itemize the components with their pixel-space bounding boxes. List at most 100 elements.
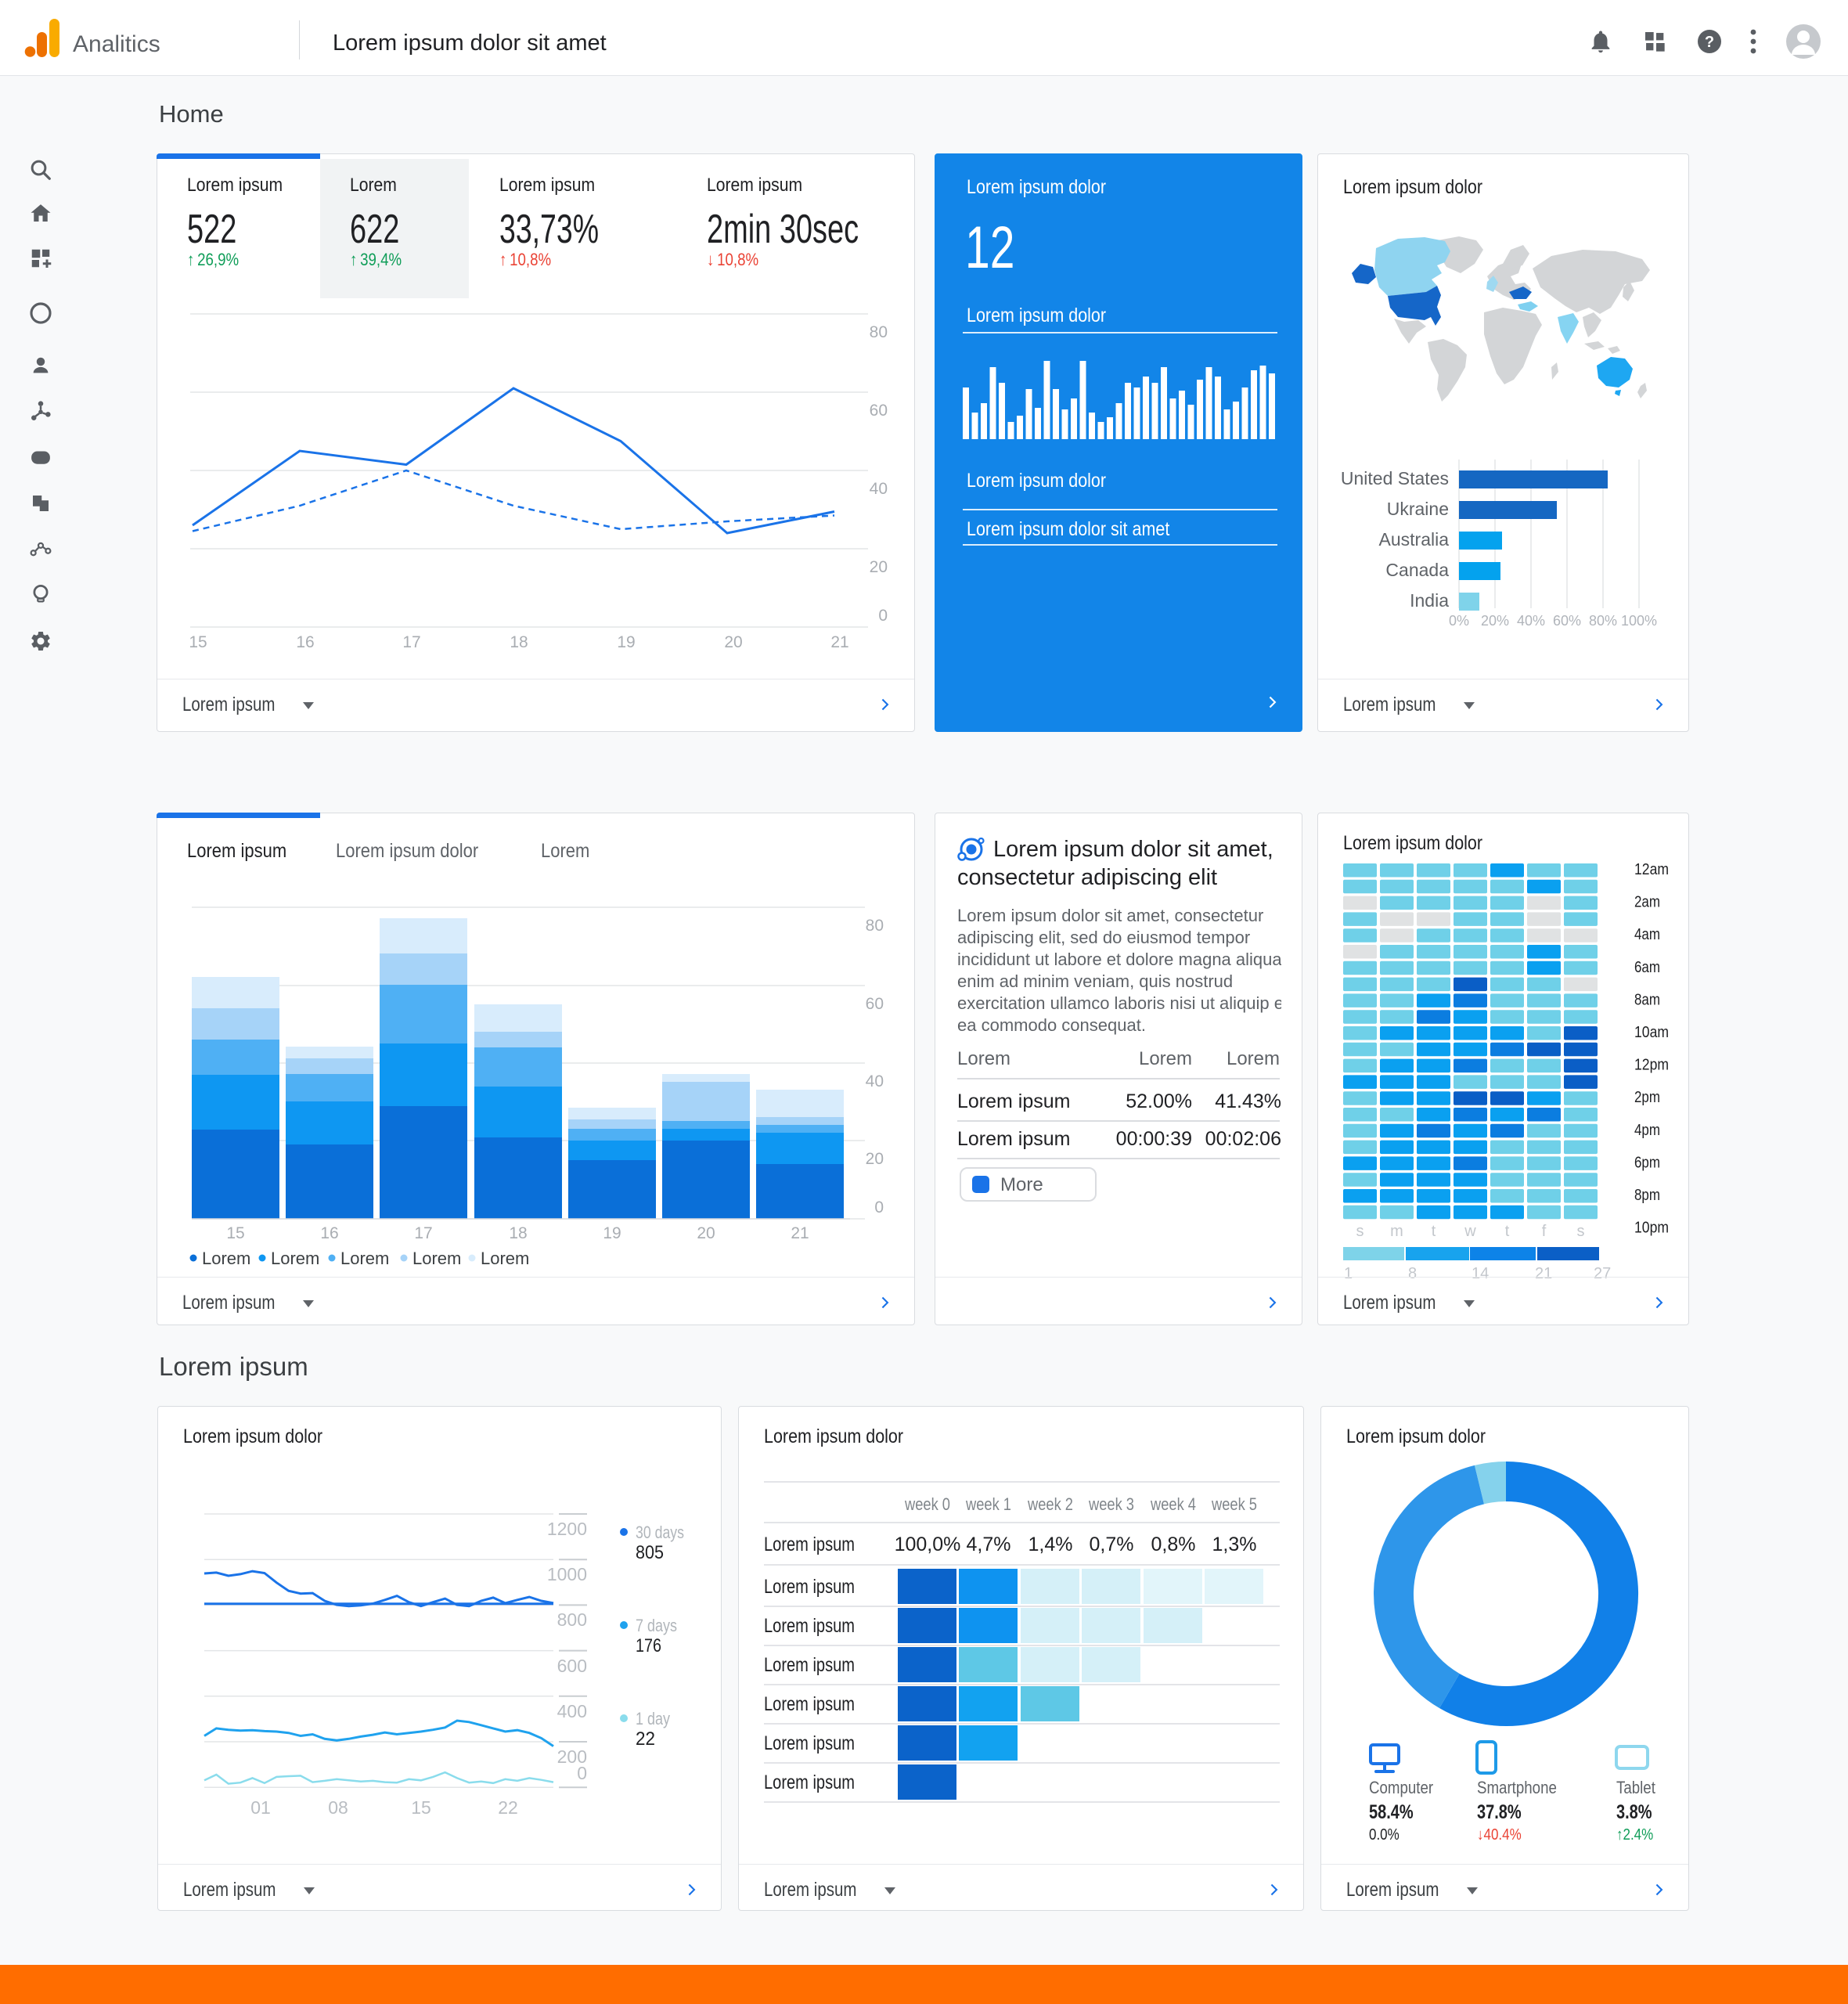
svg-text:4pm: 4pm <box>1634 1122 1660 1139</box>
svg-text:12pm: 12pm <box>1634 1057 1669 1074</box>
svg-text:0,7%: 0,7% <box>1090 1534 1134 1555</box>
svg-text:week 3: week 3 <box>1088 1494 1134 1514</box>
svg-text:12am: 12am <box>1634 861 1669 878</box>
svg-text:8pm: 8pm <box>1634 1187 1660 1204</box>
svg-text:Lorem ipsum: Lorem ipsum <box>764 1732 855 1754</box>
svg-text:15: 15 <box>411 1797 431 1818</box>
svg-text:Lorem ipsum: Lorem ipsum <box>764 1576 855 1598</box>
svg-text:Lorem ipsum: Lorem ipsum <box>764 1534 855 1555</box>
svg-text:Lorem: Lorem <box>412 1249 461 1268</box>
svg-text:400: 400 <box>557 1701 587 1721</box>
svg-text:18: 18 <box>510 633 528 651</box>
svg-text:21: 21 <box>791 1224 809 1242</box>
svg-text:20: 20 <box>866 1150 884 1168</box>
svg-text:Lorem: Lorem <box>271 1249 319 1268</box>
svg-text:21: 21 <box>1535 1265 1552 1282</box>
svg-text:22: 22 <box>636 1728 655 1750</box>
svg-text:0: 0 <box>878 607 888 625</box>
svg-text:7 days: 7 days <box>636 1616 677 1635</box>
svg-text:India: India <box>1410 590 1449 611</box>
svg-text:s: s <box>1577 1223 1585 1240</box>
svg-text:2pm: 2pm <box>1634 1089 1660 1106</box>
svg-text:6pm: 6pm <box>1634 1154 1660 1171</box>
svg-text:week 5: week 5 <box>1211 1494 1257 1514</box>
svg-text:19: 19 <box>603 1224 621 1242</box>
svg-text:16: 16 <box>296 633 314 651</box>
svg-text:17: 17 <box>414 1224 432 1242</box>
svg-text:22: 22 <box>498 1797 518 1818</box>
svg-text:01: 01 <box>250 1797 271 1818</box>
svg-text:805: 805 <box>636 1542 664 1563</box>
svg-text:17: 17 <box>402 633 420 651</box>
svg-text:60: 60 <box>866 995 884 1013</box>
svg-text:40: 40 <box>870 480 888 498</box>
svg-text:40%: 40% <box>1517 613 1545 629</box>
svg-text:1000: 1000 <box>547 1564 587 1584</box>
svg-text:w: w <box>1464 1223 1476 1240</box>
svg-text:1,3%: 1,3% <box>1212 1534 1257 1555</box>
svg-text:t: t <box>1432 1223 1436 1240</box>
svg-text:18: 18 <box>509 1224 527 1242</box>
svg-text:week 2: week 2 <box>1027 1494 1073 1514</box>
svg-text:15: 15 <box>226 1224 244 1242</box>
svg-text:0: 0 <box>577 1763 587 1783</box>
svg-text:14: 14 <box>1472 1265 1489 1282</box>
svg-text:100%: 100% <box>1621 613 1657 629</box>
svg-text:60%: 60% <box>1553 613 1581 629</box>
svg-text:19: 19 <box>617 633 635 651</box>
svg-text:Lorem: Lorem <box>202 1249 250 1268</box>
svg-text:Ukraine: Ukraine <box>1387 499 1449 519</box>
svg-text:20: 20 <box>870 558 888 576</box>
svg-text:10pm: 10pm <box>1634 1220 1669 1237</box>
svg-text:176: 176 <box>636 1635 661 1656</box>
svg-text:Canada: Canada <box>1385 560 1449 580</box>
svg-text:0%: 0% <box>1449 613 1469 629</box>
svg-text:80: 80 <box>870 323 888 341</box>
svg-text:week 1: week 1 <box>965 1494 1011 1514</box>
svg-text:40: 40 <box>866 1072 884 1090</box>
svg-text:1 day: 1 day <box>636 1709 670 1728</box>
svg-text:20: 20 <box>724 633 742 651</box>
svg-text:16: 16 <box>320 1224 338 1242</box>
svg-text:08: 08 <box>328 1797 348 1818</box>
svg-text:15: 15 <box>189 633 207 651</box>
svg-text:2am: 2am <box>1634 894 1660 911</box>
svg-text:60: 60 <box>870 402 888 420</box>
svg-text:s: s <box>1356 1223 1364 1240</box>
svg-text:Lorem ipsum: Lorem ipsum <box>764 1693 855 1715</box>
svg-text:4,7%: 4,7% <box>967 1534 1011 1555</box>
svg-text:8am: 8am <box>1634 991 1660 1008</box>
svg-text:20: 20 <box>697 1224 715 1242</box>
svg-text:0: 0 <box>874 1198 884 1216</box>
svg-text:4am: 4am <box>1634 926 1660 943</box>
svg-text:Lorem: Lorem <box>340 1249 389 1268</box>
svg-text:80: 80 <box>866 917 884 935</box>
svg-text:200: 200 <box>557 1746 587 1767</box>
svg-text:80%: 80% <box>1589 613 1617 629</box>
svg-text:t: t <box>1505 1223 1510 1240</box>
svg-text:6am: 6am <box>1634 959 1660 976</box>
svg-text:1: 1 <box>1344 1265 1353 1282</box>
svg-text:f: f <box>1542 1223 1547 1240</box>
svg-text:Lorem ipsum: Lorem ipsum <box>764 1615 855 1637</box>
svg-text:30 days: 30 days <box>636 1523 684 1542</box>
svg-text:Lorem ipsum: Lorem ipsum <box>764 1654 855 1676</box>
svg-text:Australia: Australia <box>1379 529 1450 550</box>
svg-text:Lorem: Lorem <box>481 1249 529 1268</box>
svg-text:United States: United States <box>1341 468 1449 488</box>
svg-text:100,0%: 100,0% <box>895 1534 961 1555</box>
svg-text:1200: 1200 <box>547 1519 587 1539</box>
svg-text:10am: 10am <box>1634 1024 1669 1041</box>
svg-text:20%: 20% <box>1481 613 1509 629</box>
svg-text:week 4: week 4 <box>1150 1494 1196 1514</box>
svg-text:27: 27 <box>1594 1265 1611 1282</box>
svg-text:8: 8 <box>1408 1265 1417 1282</box>
svg-text:?: ? <box>1705 34 1714 51</box>
svg-text:Lorem ipsum: Lorem ipsum <box>764 1772 855 1793</box>
svg-text:800: 800 <box>557 1609 587 1630</box>
svg-text:m: m <box>1390 1223 1403 1240</box>
svg-text:600: 600 <box>557 1656 587 1676</box>
svg-text:week 0: week 0 <box>904 1494 950 1514</box>
svg-text:21: 21 <box>830 633 848 651</box>
svg-text:0,8%: 0,8% <box>1151 1534 1196 1555</box>
